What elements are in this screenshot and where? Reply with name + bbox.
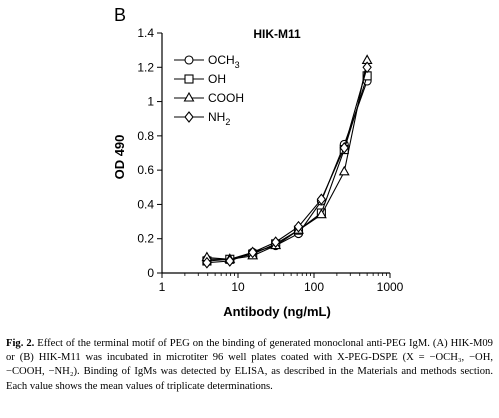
axes: 0 0.2 0.4 0.6 0.8 1 1.2 1.4 1 10 100 1000 <box>137 26 403 294</box>
series-line-nh2 <box>206 67 368 264</box>
series-line-cooh <box>206 60 368 260</box>
data-point-nh2 <box>339 141 349 154</box>
legend-label-main: NH <box>208 110 225 124</box>
legend-label-subscript: 3 <box>235 60 240 70</box>
x-axis-title: Antibody (ng/mL) <box>223 304 331 319</box>
series-layer <box>201 54 373 269</box>
legend-marker-nh2 <box>184 111 194 123</box>
x-tick-label: 1000 <box>377 280 404 294</box>
series-nh2 <box>202 61 372 269</box>
legend-item-cooh: COOH <box>174 91 244 105</box>
y-tick-label: 0.2 <box>137 232 154 246</box>
y-tick-label: 0 <box>147 266 154 280</box>
data-point-nh2 <box>270 236 281 249</box>
x-tick-label: 1 <box>159 280 166 294</box>
legend-label-main: COOH <box>208 91 244 105</box>
x-tick-label: 100 <box>304 280 324 294</box>
chart-title: HIK-M11 <box>253 27 301 41</box>
caption-label: Fig. 2. <box>6 338 35 349</box>
y-tick-label: 1.4 <box>137 26 154 40</box>
y-tick-label: 0.8 <box>137 129 154 143</box>
legend-label-subscript: 2 <box>225 117 230 127</box>
legend-item-nh2: NH2 <box>174 110 230 127</box>
legend-item-och3: OCH3 <box>174 53 240 70</box>
data-point-nh2 <box>247 246 258 259</box>
legend-label-oh: OH <box>208 72 226 86</box>
y-tick-label: 0.4 <box>137 197 154 211</box>
figure-panel-b: B HIK-M11 OD 490 Antibody (ng/mL) 0 0.2 0.… <box>112 5 404 319</box>
legend-item-oh: OH <box>174 72 226 86</box>
data-point-nh2 <box>202 256 212 269</box>
panel-label: B <box>114 5 126 25</box>
legend-label-main: OCH <box>208 53 235 67</box>
data-point-nh2 <box>316 193 327 206</box>
caption-text: Effect of the terminal motif of PEG on t… <box>6 338 493 392</box>
series-cooh <box>201 54 373 263</box>
data-point-nh2 <box>293 220 304 233</box>
legend-label-nh2: NH2 <box>208 110 230 127</box>
legend-marker-och3 <box>184 55 194 65</box>
legend-label-och3: OCH3 <box>208 53 240 70</box>
legend-label-cooh: COOH <box>208 91 244 105</box>
data-point-nh2 <box>225 255 235 267</box>
data-point-nh2 <box>362 61 372 74</box>
legend-marker-oh <box>184 74 194 84</box>
legend: OCH3 OH COOH NH2 <box>174 53 244 127</box>
data-point-cooh <box>315 208 327 219</box>
y-tick-label: 1 <box>147 95 154 109</box>
legend-marker-cooh <box>183 91 195 102</box>
data-point-cooh <box>338 165 350 176</box>
y-tick-label: 1.2 <box>137 60 154 74</box>
x-tick-label: 10 <box>231 280 245 294</box>
figure-caption: Fig. 2. Effect of the terminal motif of … <box>6 337 493 394</box>
legend-label-main: OH <box>208 72 226 86</box>
y-tick-label: 0.6 <box>137 163 154 177</box>
y-axis-title: OD 490 <box>112 135 127 180</box>
